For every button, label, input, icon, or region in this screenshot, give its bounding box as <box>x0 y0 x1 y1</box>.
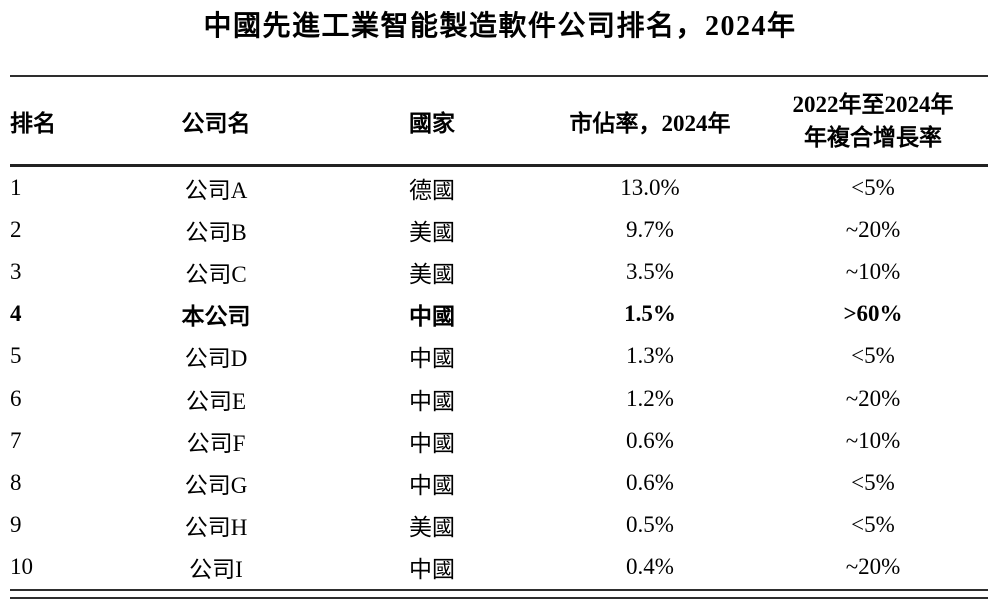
cell-market-share: 9.7% <box>626 217 674 243</box>
header-cagr-line1: 2022年至2024年 <box>792 91 954 117</box>
cell-company: 公司D <box>184 346 248 372</box>
cell-market-share: 0.6% <box>626 427 674 453</box>
cell-company: 公司G <box>184 472 248 498</box>
table-row: 2 公司B 美國 9.7% ~20% <box>10 209 988 251</box>
cell-rank: 3 <box>10 259 22 285</box>
cell-cagr: ~10% <box>845 427 901 453</box>
header-market-share: 市佔率，2024年 <box>569 110 731 136</box>
table-body: 1 公司A 德國 13.0% <5% 2 公司B 美國 9.7% ~20% 3 … <box>10 167 988 588</box>
table-row: 7 公司F 中國 0.6% ~10% <box>10 420 988 462</box>
cell-country: 中國 <box>409 388 455 414</box>
cell-market-share: 3.5% <box>626 259 674 285</box>
cell-cagr: ~20% <box>845 553 901 579</box>
figure-title: 中國先進工業智能製造軟件公司排名，2024年 <box>203 11 797 42</box>
cell-market-share: 1.3% <box>626 343 674 369</box>
cell-country: 中國 <box>409 472 455 498</box>
table-row: 10 公司I 中國 0.4% ~20% <box>10 546 988 588</box>
ranking-table: 排名 公司名 國家 市佔率，2024年 2022年至2024年 年複合增長率 1… <box>10 75 988 601</box>
cell-market-share: 0.4% <box>626 553 674 579</box>
cell-rank: 7 <box>10 427 22 453</box>
cell-country: 美國 <box>409 262 455 288</box>
table-row: 8 公司G 中國 0.6% <5% <box>10 462 988 504</box>
cell-rank: 4 <box>10 301 22 327</box>
cell-company: 公司B <box>185 220 247 246</box>
cell-cagr: <5% <box>851 175 895 201</box>
cell-company: 公司H <box>184 514 248 540</box>
table-bottom-rule-outer <box>10 589 988 591</box>
header-cagr: 2022年至2024年 年複合增長率 <box>758 88 988 154</box>
cell-country: 中國 <box>409 556 455 582</box>
cell-cagr: <5% <box>851 343 895 369</box>
cell-rank: 1 <box>10 175 22 201</box>
header-company: 公司名 <box>181 110 251 136</box>
cell-company: 公司F <box>186 430 246 456</box>
cell-rank: 10 <box>10 553 33 579</box>
cell-market-share: 13.0% <box>620 175 680 201</box>
cell-company: 公司I <box>189 556 243 582</box>
table-top-rule <box>10 75 988 77</box>
table-row: 1 公司A 德國 13.0% <5% <box>10 167 988 209</box>
cell-cagr: <5% <box>851 511 895 537</box>
table-row: 9 公司H 美國 0.5% <5% <box>10 504 988 546</box>
cell-country: 美國 <box>409 514 455 540</box>
table-row-company-highlight: 4 本公司 中國 1.5% >60% <box>10 293 988 335</box>
cell-company: 公司E <box>185 388 247 414</box>
cell-rank: 5 <box>10 343 22 369</box>
cell-cagr: >60% <box>843 301 903 327</box>
cell-market-share: 1.5% <box>624 301 676 327</box>
table-row: 3 公司C 美國 3.5% ~10% <box>10 251 988 293</box>
cell-rank: 9 <box>10 511 22 537</box>
cell-company: 本公司 <box>181 304 251 330</box>
table-row: 5 公司D 中國 1.3% <5% <box>10 335 988 377</box>
cell-company: 公司C <box>185 262 247 288</box>
cell-rank: 8 <box>10 469 22 495</box>
cell-rank: 2 <box>10 217 22 243</box>
cell-market-share: 0.5% <box>626 511 674 537</box>
cell-rank: 6 <box>10 385 22 411</box>
cell-country: 德國 <box>409 178 455 204</box>
cell-cagr: ~20% <box>845 217 901 243</box>
cell-cagr: ~20% <box>845 385 901 411</box>
cell-market-share: 0.6% <box>626 469 674 495</box>
cell-cagr: <5% <box>851 469 895 495</box>
table-row: 6 公司E 中國 1.2% ~20% <box>10 377 988 419</box>
table-header-row: 排名 公司名 國家 市佔率，2024年 2022年至2024年 年複合增長率 <box>10 77 988 164</box>
cell-company: 公司A <box>184 178 248 204</box>
header-country: 國家 <box>409 110 455 136</box>
cell-country: 美國 <box>409 220 455 246</box>
cell-country: 中國 <box>409 346 455 372</box>
header-cagr-line2: 年複合增長率 <box>804 124 942 150</box>
cell-cagr: ~10% <box>845 259 901 285</box>
table-header-rule <box>10 164 988 167</box>
table-bottom-rule-inner <box>10 597 988 599</box>
cell-country: 中國 <box>409 304 455 330</box>
header-rank: 排名 <box>10 110 56 136</box>
cell-country: 中國 <box>409 430 455 456</box>
cell-market-share: 1.2% <box>626 385 674 411</box>
